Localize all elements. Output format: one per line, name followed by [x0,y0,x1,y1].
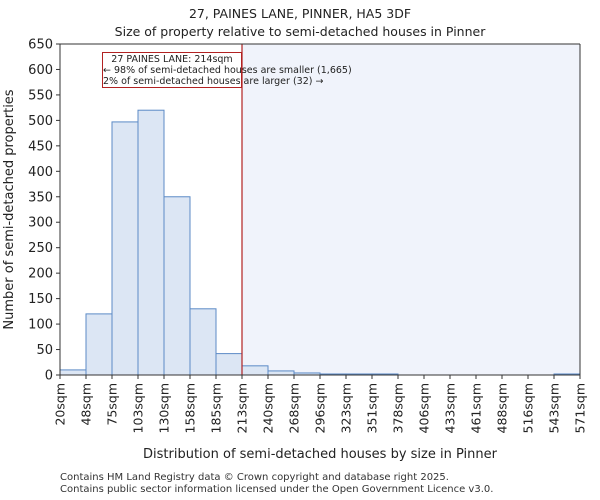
x-tick-label: 516sqm [521,383,536,433]
x-tick-label: 461sqm [469,383,484,433]
x-tick-label: 48sqm [79,383,94,426]
y-tick-label: 500 [28,114,53,129]
x-tick-label: 351sqm [365,383,380,433]
x-tick-label: 130sqm [157,383,172,433]
histogram-bar [189,308,217,376]
x-axis-label: Distribution of semi-detached houses by … [143,447,498,462]
y-tick-label: 350 [28,190,53,205]
y-tick-label: 250 [28,241,53,256]
x-tick-label: 75sqm [105,383,120,426]
larger-region-shade [242,44,580,375]
y-tick-label: 0 [45,369,53,384]
y-tick-label: 650 [28,38,53,53]
y-tick-label: 300 [28,216,53,231]
x-tick-label: 213sqm [235,383,250,433]
x-tick-label: 571sqm [573,383,588,433]
x-tick-label: 323sqm [339,383,354,433]
x-tick-label: 20sqm [53,383,68,426]
histogram-bar [85,313,113,376]
x-tick-label: 433sqm [443,383,458,433]
annotation-line-1: 27 PAINES LANE: 214sqm [111,54,233,65]
chart-title: 27, PAINES LANE, PINNER, HA5 3DF [188,6,412,21]
x-tick-label: 406sqm [417,383,432,433]
y-tick-label: 150 [28,292,53,307]
x-tick-label: 103sqm [131,383,146,433]
y-tick-label: 50 [36,343,53,358]
chart-subtitle: Size of property relative to semi-detach… [114,24,486,39]
y-tick-label: 550 [28,88,53,103]
y-tick-label: 100 [28,318,53,333]
x-tick-label: 378sqm [391,383,406,433]
histogram-bar [267,370,295,376]
histogram-chart: 0 50 100 150 200 250 300 350 400 450 500 550 600 650 2… [2,38,588,463]
x-tick-label: 488sqm [495,383,510,433]
histogram-bar [241,365,269,376]
x-tick-label: 185sqm [209,383,224,433]
histogram-bar [215,353,243,376]
histogram-bar [137,109,165,376]
y-tick-label: 200 [28,267,53,282]
y-tick-label: 400 [28,165,53,180]
x-tick-label: 296sqm [313,383,328,433]
y-axis-label: Number of semi-detached properties [2,89,17,329]
x-tick-label: 268sqm [287,383,302,433]
annotation-line-3: 2% of semi-detached houses are larger (3… [103,76,324,87]
x-tick-label: 158sqm [183,383,198,433]
annotation-line-2: ← 98% of semi-detached houses are smalle… [103,65,352,76]
x-tick-label: 240sqm [261,383,276,433]
property-annotation-box: 27 PAINES LANE: 214sqm ← 98% of semi-det… [102,52,352,88]
histogram-bar [59,369,87,376]
y-tick-label: 600 [28,63,53,78]
footer-line-1: Contains HM Land Registry data © Crown c… [60,472,449,483]
histogram-bar [163,196,191,376]
histogram-bar [111,121,139,376]
y-tick-label: 450 [28,139,53,154]
footer-line-2: Contains public sector information licen… [60,484,494,495]
x-tick-label: 543sqm [547,383,562,433]
